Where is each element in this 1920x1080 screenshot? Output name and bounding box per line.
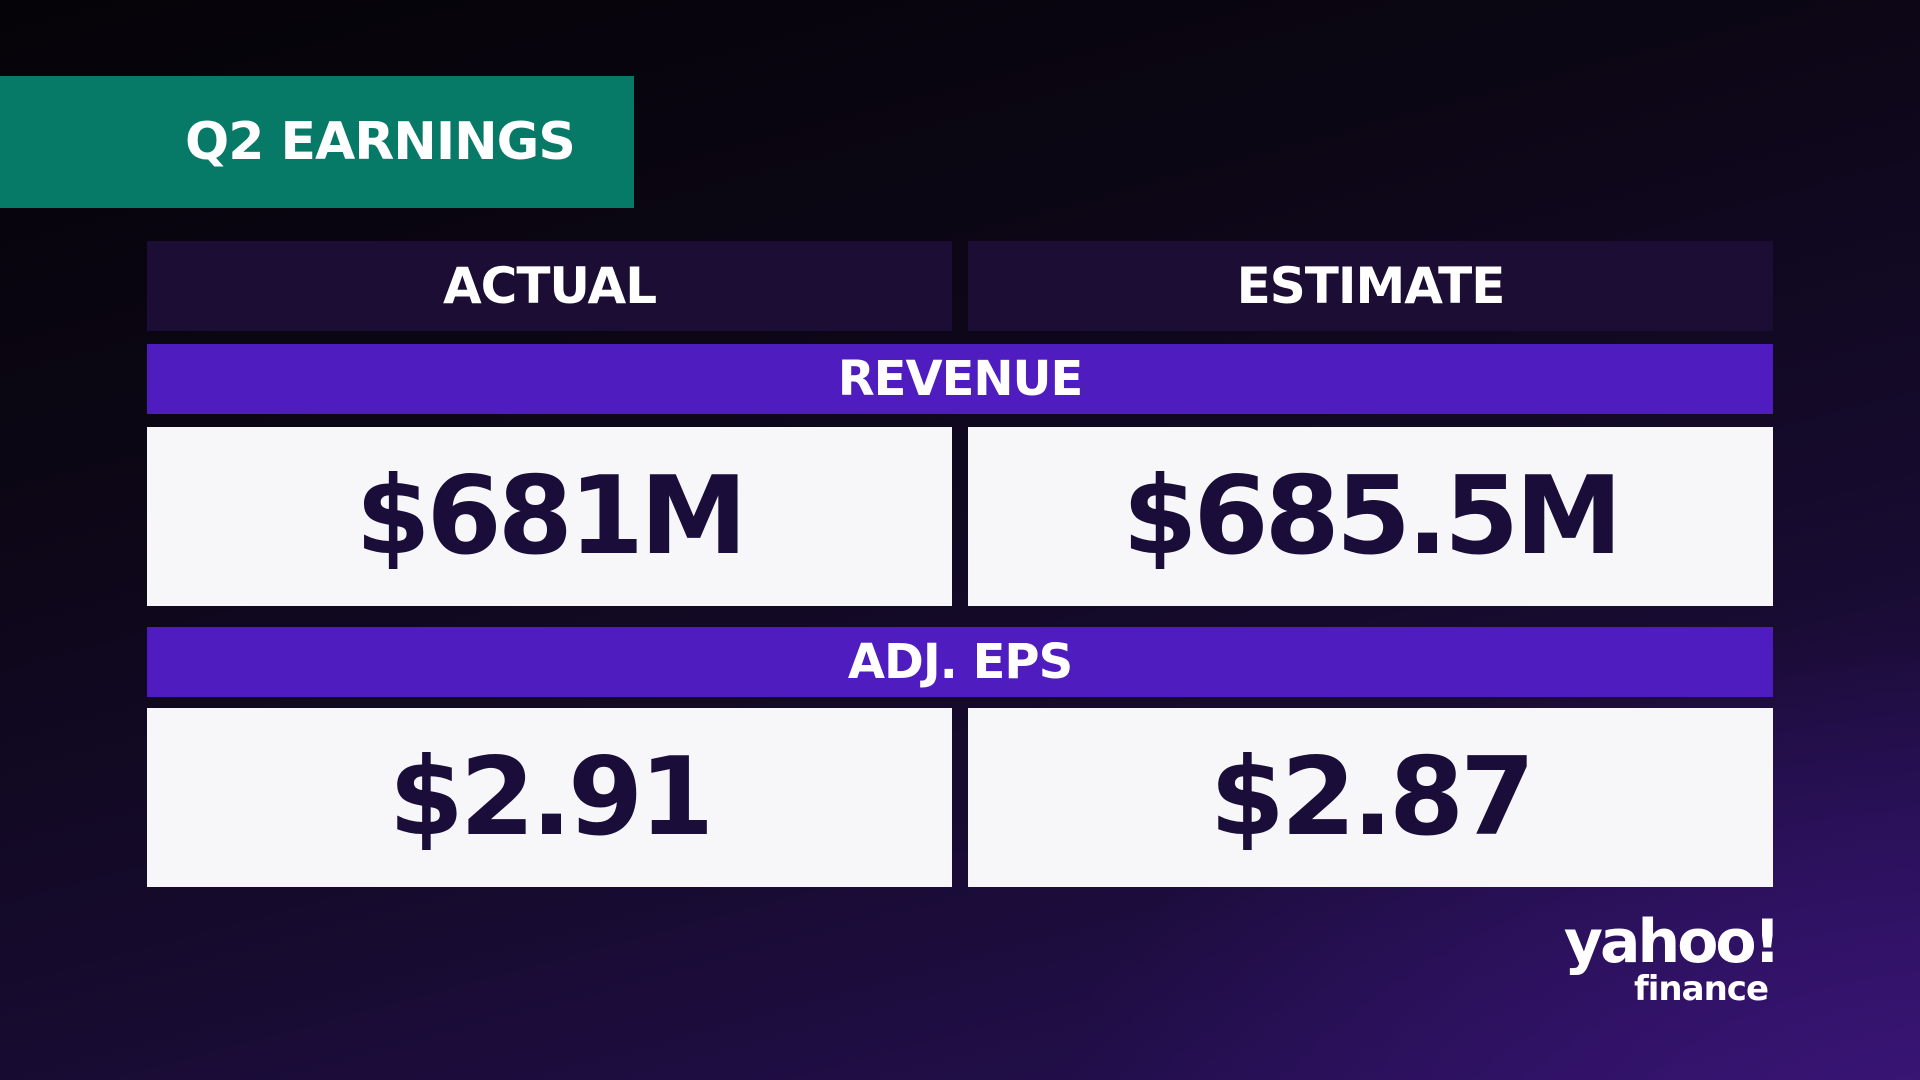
yahoo-finance-logo: yahoo! finance	[1548, 907, 1781, 1012]
column-header-estimate: ESTIMATE	[968, 241, 1773, 331]
revenue-actual-value: $681M	[147, 427, 952, 606]
eps-actual-value: $2.91	[147, 708, 952, 887]
logo-sub-text: finance	[1633, 969, 1769, 1009]
revenue-estimate-value: $685.5M	[968, 427, 1773, 606]
page-title: Q2 EARNINGS	[185, 112, 576, 172]
logo-brand-text: yahoo!	[1563, 907, 1781, 977]
section-bar-adj-eps: ADJ. EPS	[147, 627, 1773, 697]
section-bar-revenue: REVENUE	[147, 344, 1773, 414]
eps-estimate-value: $2.87	[968, 708, 1773, 887]
title-banner: Q2 EARNINGS	[0, 76, 634, 208]
column-header-actual: ACTUAL	[147, 241, 952, 331]
